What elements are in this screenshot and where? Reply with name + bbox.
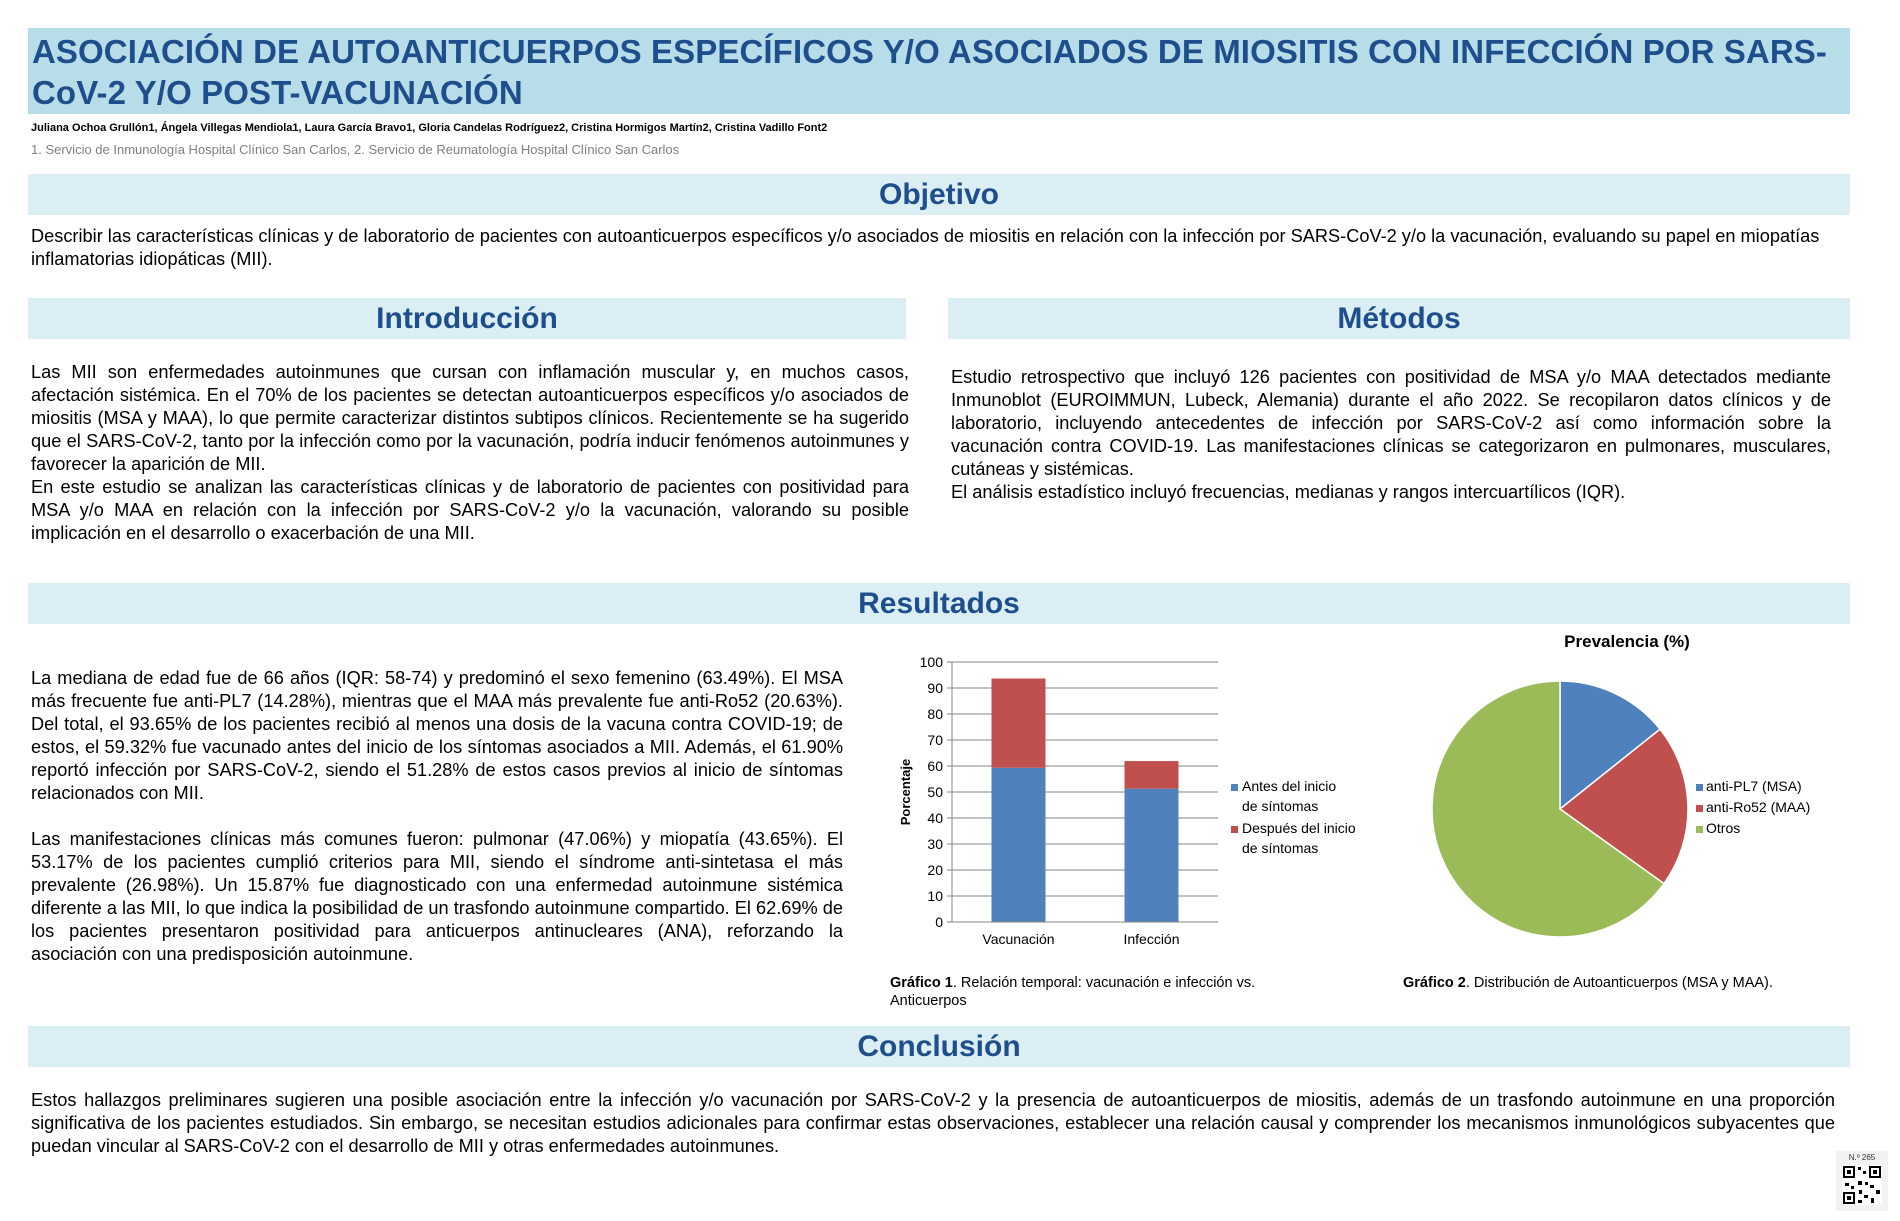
qr-code-block: N.º 265 — [1836, 1151, 1888, 1211]
title-banner — [28, 28, 1850, 114]
caption-2-text: . Distribución de Autoanticuerpos (MSA y… — [1465, 975, 1773, 991]
objetivo-text: Describir las características clínicas y… — [31, 226, 1820, 269]
section-heading-metodos: Métodos — [948, 298, 1850, 339]
bar-chart-y-tick-label: 10 — [927, 888, 943, 904]
section-heading-resultados: Resultados — [28, 583, 1850, 624]
bar-chart-y-tick-label: 60 — [927, 758, 943, 774]
introduccion-paragraph-2: En este estudio se analizan las caracter… — [31, 477, 909, 543]
bar-legend-swatch — [1231, 826, 1238, 833]
bar-chart-y-tick-label: 0 — [935, 914, 943, 930]
metodos-paragraph-2: El análisis estadístico incluyó frecuenc… — [951, 482, 1626, 502]
metodos-text: Estudio retrospectivo que incluyó 126 pa… — [951, 366, 1831, 504]
bar-chart-y-ticks: 0 10 20 30 40 50 60 70 80 90 100 — [920, 654, 952, 930]
caption-grafico-1: Gráfico 1. Relación temporal: vacunación… — [890, 974, 1300, 1010]
pie-chart-title: Prevalencia (%) — [1564, 632, 1690, 651]
pie-legend-label: Otros — [1706, 820, 1740, 836]
bar-chart-grafico-1: 0 10 20 30 40 50 60 70 80 90 100 Vacunación Infecci… — [898, 654, 1356, 947]
affiliations-line: 1. Servicio de Inmunología Hospital Clín… — [31, 142, 680, 157]
bar-chart-y-tick-label: 80 — [927, 706, 943, 722]
bar-chart-y-tick-label: 90 — [927, 680, 943, 696]
bar-segment — [1124, 761, 1179, 789]
bar-chart-y-label: Porcentaje — [898, 759, 913, 825]
bar-legend-swatch — [1231, 784, 1238, 791]
resultados-paragraph-2: Las manifestaciones clínicas más comunes… — [31, 829, 843, 964]
pie-slice — [1431, 680, 1666, 938]
bar-segment — [1124, 788, 1179, 922]
caption-1-text: . Relación temporal: vacunación e infecc… — [890, 975, 1256, 1009]
pie-slice — [1559, 680, 1662, 811]
pie-chart-slices — [1431, 680, 1689, 938]
bar-chart-y-tick-label: 40 — [927, 810, 943, 826]
bar-chart-y-tick-label: 100 — [920, 654, 944, 670]
pie-legend-label: anti-Ro52 (MAA) — [1706, 799, 1810, 815]
poster-number: N.º 265 — [1848, 1153, 1876, 1162]
bar-chart-x-ticks: Vacunación Infección — [982, 931, 1179, 947]
conclusion-text: Estos hallazgos preliminares sugieren un… — [31, 1090, 1835, 1156]
bar-chart-y-tick-label: 20 — [927, 862, 943, 878]
bar-chart-y-tick-label: 70 — [927, 732, 943, 748]
section-heading-conclusion: Conclusión — [28, 1026, 1850, 1067]
caption-2-label: Gráfico 2 — [1403, 975, 1466, 991]
resultados-text: La mediana de edad fue de 66 años (IQR: … — [31, 667, 843, 966]
pie-chart-legend: anti-PL7 (MSA) anti-Ro52 (MAA) Otros — [1696, 778, 1810, 836]
pie-chart-grafico-2: Prevalencia (%) anti-PL7 (MSA) anti-Ro52 … — [1431, 632, 1810, 938]
poster-title: ASOCIACIÓN DE AUTOANTICUERPOS ESPECÍFICO… — [32, 33, 1827, 111]
pie-legend-swatch — [1696, 826, 1703, 833]
paragraph-spacer — [31, 805, 843, 828]
bar-segment — [991, 678, 1046, 768]
metodos-paragraph-1: Estudio retrospectivo que incluyó 126 pa… — [951, 367, 1831, 479]
pie-slice — [1558, 728, 1689, 885]
bar-legend-label: Antes del inicio de síntomas — [1242, 778, 1336, 814]
authors-line: Juliana Ochoa Grullón1, Ángela Villegas … — [31, 122, 828, 134]
section-heading-introduccion: Introducción — [28, 298, 906, 339]
resultados-paragraph-1: La mediana de edad fue de 66 años (IQR: … — [31, 668, 843, 803]
bar-chart-legend: Antes del inicio de síntomas Después del i… — [1231, 778, 1356, 856]
caption-1-label: Gráfico 1 — [890, 975, 953, 991]
introduccion-text: Las MII son enfermedades autoinmunes que… — [31, 361, 909, 545]
bar-legend-label: Después del inicio de síntomas — [1242, 820, 1356, 856]
bar-segment — [991, 767, 1046, 922]
bar-chart-x-tick-label: Vacunación — [982, 931, 1054, 947]
caption-grafico-2: Gráfico 2. Distribución de Autoanticuerp… — [1403, 974, 1823, 992]
bar-chart-bars — [991, 678, 1179, 922]
bar-chart-x-tick-label: Infección — [1123, 931, 1179, 947]
pie-legend-swatch — [1696, 784, 1703, 791]
bar-chart-y-tick-label: 50 — [927, 784, 943, 800]
bar-chart-y-tick-label: 30 — [927, 836, 943, 852]
qr-code-icon — [1842, 1165, 1882, 1205]
pie-legend-swatch — [1696, 805, 1703, 812]
section-heading-objetivo: Objetivo — [28, 174, 1850, 215]
introduccion-paragraph-1: Las MII son enfermedades autoinmunes que… — [31, 362, 909, 474]
pie-legend-label: anti-PL7 (MSA) — [1706, 778, 1802, 794]
